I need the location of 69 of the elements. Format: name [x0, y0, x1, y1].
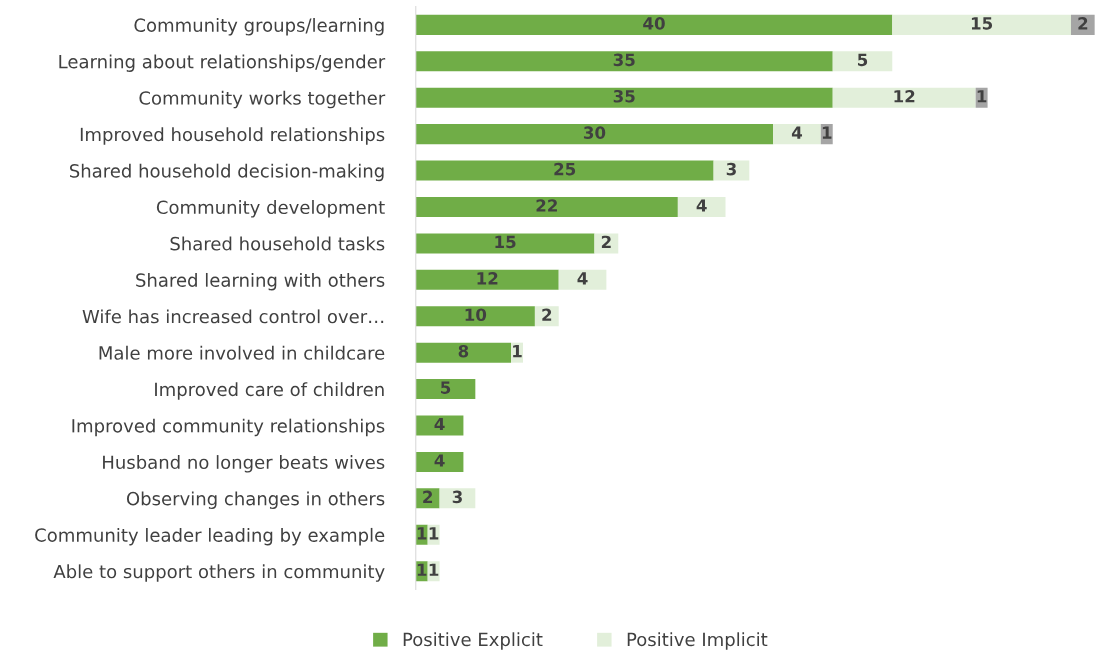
- bar: [415, 233, 595, 254]
- data-label: 1: [429, 563, 439, 576]
- data-label: 1: [417, 527, 427, 540]
- y-tick-label: Husband no longer beats wives: [103, 455, 385, 473]
- data-label: 5: [857, 53, 868, 67]
- data-label: 12: [894, 89, 915, 103]
- y-tick-label: Improved community relationships: [72, 418, 385, 437]
- legend-label: Positive Implicit: [627, 632, 768, 650]
- data-label: 3: [452, 490, 462, 504]
- data-label: 40: [643, 17, 665, 30]
- data-label: 1: [429, 527, 439, 540]
- y-tick-label: Improved care of children: [155, 382, 384, 400]
- data-label: 1: [822, 126, 832, 139]
- bar: [773, 124, 821, 145]
- y-tick-label: Community development: [156, 200, 385, 218]
- y-tick-label: Learning about relationships/gender: [59, 54, 386, 72]
- data-label: 8: [458, 344, 469, 358]
- data-label: 15: [971, 17, 993, 30]
- data-label: 10: [465, 308, 487, 322]
- bar: [415, 160, 714, 181]
- y-tick-label: Wife has increased control over…: [82, 309, 384, 324]
- bar: [415, 269, 559, 290]
- bar: [415, 124, 774, 145]
- y-tick-label: Shared household decision-making: [69, 163, 384, 182]
- data-label: 1: [977, 90, 987, 103]
- y-tick-label: Community leader leading by example: [35, 527, 385, 546]
- data-label: 2: [423, 490, 433, 503]
- y-tick-label: Male more involved in childcare: [99, 345, 385, 360]
- bar: [832, 87, 976, 108]
- y-tick-label: Improved household relationships: [80, 127, 385, 145]
- bar: [415, 87, 833, 108]
- data-label: 5: [441, 381, 451, 394]
- legend-label: Positive Explicit: [403, 632, 543, 650]
- y-tick-label: Community groups/learning: [134, 18, 384, 36]
- data-label: 4: [577, 272, 588, 285]
- data-label: 2: [542, 308, 552, 321]
- bar: [415, 451, 464, 472]
- bar: [558, 269, 607, 290]
- data-label: 2: [1078, 17, 1088, 30]
- bar: [415, 14, 893, 35]
- data-label: 15: [495, 235, 516, 249]
- bar: [415, 306, 535, 327]
- bar: [677, 196, 726, 217]
- data-label: 25: [554, 162, 576, 176]
- y-tick-label: Observing changes in others: [126, 491, 385, 509]
- data-label: 30: [583, 126, 606, 139]
- data-label: 4: [434, 454, 445, 467]
- data-label: 4: [434, 417, 445, 431]
- y-tick-label: Community works together: [139, 90, 386, 109]
- bar: [415, 196, 678, 217]
- data-label: 1: [513, 345, 522, 358]
- y-tick-label: Able to support others in community: [53, 564, 385, 582]
- bar: [832, 51, 893, 72]
- data-label: 1: [417, 563, 427, 576]
- bar: [415, 342, 512, 363]
- y-tick-label: Shared household tasks: [170, 236, 385, 251]
- data-label: 4: [791, 126, 803, 139]
- y-tick-label: Shared learning with others: [136, 272, 385, 291]
- bar: [415, 415, 464, 436]
- bar: [892, 14, 1071, 35]
- data-label: 4: [696, 199, 707, 212]
- data-label: 2: [601, 235, 611, 248]
- data-label: 22: [536, 199, 557, 212]
- data-label: 12: [477, 272, 498, 285]
- bar: [415, 51, 833, 72]
- data-label: 35: [613, 89, 635, 103]
- data-label: 35: [613, 53, 635, 67]
- data-label: 3: [726, 162, 736, 176]
- bar: [415, 379, 476, 400]
